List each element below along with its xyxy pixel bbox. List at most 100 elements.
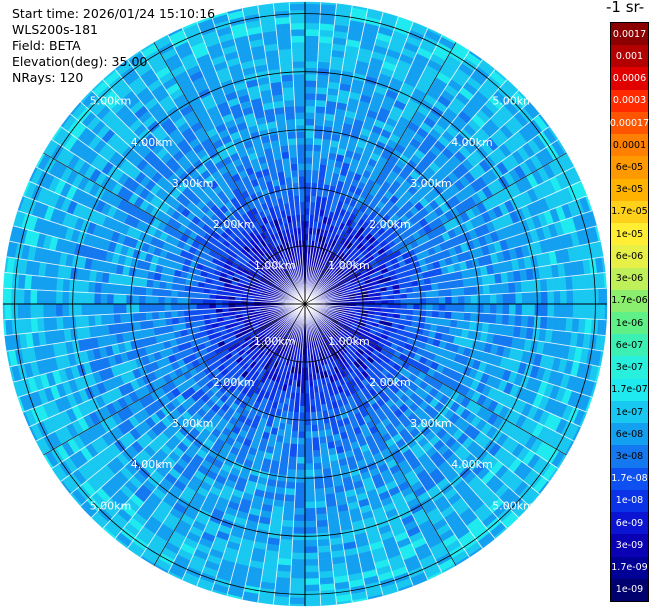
ppi-gate bbox=[317, 54, 332, 63]
ppi-gate bbox=[316, 74, 330, 82]
ppi-gate bbox=[145, 311, 153, 321]
ppi-gate bbox=[521, 303, 529, 316]
ppi-gate bbox=[315, 500, 327, 509]
ppi-gate bbox=[508, 303, 517, 316]
ppi-gate bbox=[290, 571, 306, 579]
ppi-gate bbox=[170, 310, 179, 319]
ppi-gate bbox=[138, 303, 146, 313]
ppi-gate bbox=[304, 22, 320, 30]
ppi-gate bbox=[315, 99, 327, 108]
ppi-gate bbox=[158, 288, 166, 297]
ppi-gate bbox=[312, 456, 322, 464]
ppi-gate bbox=[138, 312, 147, 322]
ppi-gate bbox=[552, 316, 561, 331]
ppi-gate bbox=[291, 558, 306, 567]
ppi-gate bbox=[62, 303, 70, 317]
ppi-gate bbox=[539, 278, 548, 292]
ppi-gate bbox=[304, 86, 317, 94]
ppi-gate bbox=[559, 290, 568, 305]
ppi-gate bbox=[317, 61, 331, 70]
ppi-gate bbox=[304, 437, 313, 445]
ppi-gate bbox=[585, 288, 593, 305]
ppi-gate bbox=[304, 195, 311, 203]
ppi-gate bbox=[202, 303, 210, 310]
ppi-gate bbox=[297, 444, 306, 452]
ppi-gate bbox=[291, 424, 299, 432]
ppi-gate bbox=[311, 176, 319, 184]
ppi-gate bbox=[304, 144, 314, 152]
ppi-gate bbox=[318, 557, 333, 566]
ppi-gate bbox=[284, 488, 296, 496]
ppi-gate bbox=[314, 481, 325, 490]
ppi-gate bbox=[456, 278, 465, 289]
ppi-gate bbox=[30, 303, 38, 319]
ppi-gate bbox=[317, 545, 332, 554]
ppi-gate bbox=[304, 16, 321, 24]
ppi-gate bbox=[177, 290, 185, 298]
ppi-gate bbox=[508, 292, 517, 305]
ppi-gate bbox=[170, 296, 178, 305]
ppi-gate bbox=[293, 507, 306, 516]
ppi-gate bbox=[304, 578, 320, 586]
ppi-gate bbox=[196, 303, 204, 310]
ppi-gate bbox=[304, 539, 318, 547]
ppi-gate bbox=[94, 281, 102, 294]
ppi-gate bbox=[318, 564, 334, 573]
ppi-gate bbox=[314, 494, 326, 502]
ppi-gate bbox=[451, 303, 459, 313]
ppi-gate bbox=[489, 303, 497, 315]
ppi-gate bbox=[444, 288, 452, 297]
ppi-gate bbox=[320, 448, 330, 457]
ppi-gate bbox=[100, 303, 108, 315]
ppi-gate bbox=[281, 519, 294, 528]
ppi-gate bbox=[36, 317, 45, 333]
ppi-gate bbox=[304, 546, 319, 554]
ppi-gate bbox=[483, 303, 491, 314]
ppi-gate bbox=[145, 319, 154, 330]
ppi-gate bbox=[132, 285, 141, 296]
ppi-gate bbox=[540, 291, 548, 305]
ppi-gate bbox=[298, 424, 306, 432]
ppi-gate bbox=[295, 482, 306, 490]
ppi-gate bbox=[75, 315, 83, 329]
ppi-gate bbox=[177, 310, 185, 318]
ppi-gate bbox=[316, 80, 329, 89]
ppi-gate bbox=[314, 488, 326, 496]
ppi-gate bbox=[425, 297, 433, 305]
ppi-gate bbox=[100, 282, 109, 294]
ppi-gate bbox=[304, 393, 311, 401]
ppi-gate bbox=[304, 527, 318, 535]
ppi-gate bbox=[313, 131, 324, 140]
ppi-gate bbox=[277, 557, 292, 566]
ppi-gate bbox=[304, 444, 313, 452]
ppi-gate bbox=[464, 295, 472, 305]
ppi-gate bbox=[87, 281, 96, 294]
ppi-gate bbox=[107, 313, 115, 325]
ppi-gate bbox=[304, 124, 315, 132]
ppi-gate bbox=[304, 501, 316, 509]
ppi-gate bbox=[288, 456, 298, 464]
ppi-gate bbox=[297, 437, 306, 445]
ppi-gate bbox=[304, 201, 311, 209]
ppi-gate bbox=[152, 279, 161, 289]
ppi-gate bbox=[304, 507, 317, 516]
ppi-gate bbox=[126, 312, 134, 323]
ppi-gate bbox=[94, 314, 102, 327]
ppi-gate bbox=[62, 291, 70, 305]
ppi-gate bbox=[313, 475, 324, 483]
ppi-gate bbox=[571, 275, 580, 291]
ppi-gate bbox=[304, 35, 320, 43]
ppi-gate bbox=[495, 283, 503, 295]
ppi-gate bbox=[489, 283, 497, 295]
ppi-gate bbox=[189, 297, 197, 305]
ppi-gate bbox=[280, 532, 294, 541]
ppi-gate bbox=[320, 144, 331, 153]
ppi-gate bbox=[119, 294, 127, 305]
ppi-gate bbox=[304, 169, 313, 177]
ppi-gate bbox=[294, 488, 306, 496]
ppi-gate bbox=[304, 571, 320, 579]
ppi-gate bbox=[317, 538, 331, 547]
ppi-gate bbox=[450, 287, 459, 297]
ppi-gate bbox=[552, 277, 561, 292]
ppi-gate bbox=[279, 538, 293, 547]
